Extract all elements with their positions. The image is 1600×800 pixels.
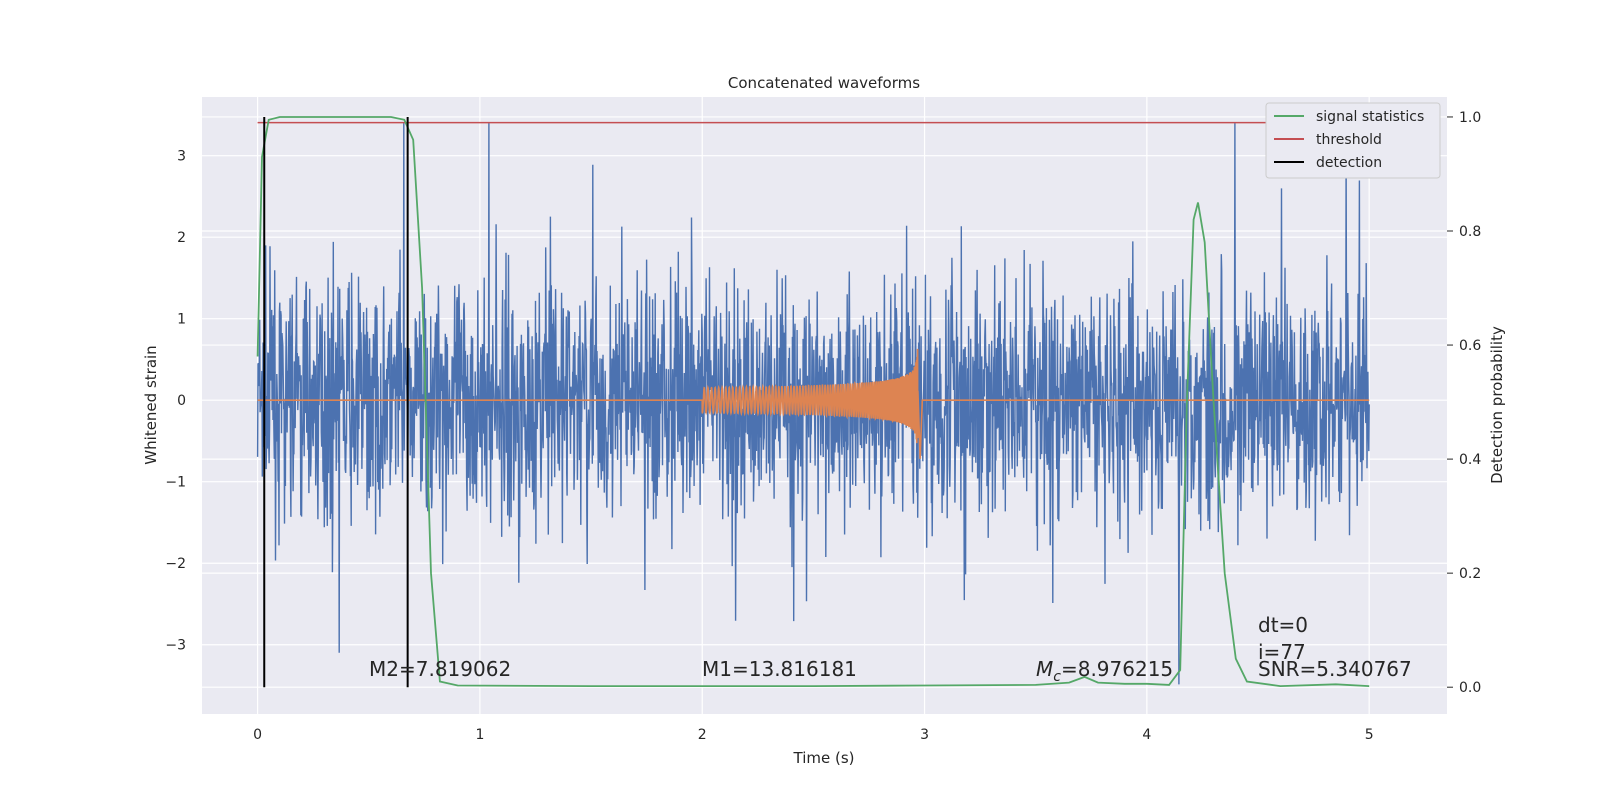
x-axis-ticks: 0 1 2 3 4 5 — [253, 727, 1374, 743]
right-y-axis-ticks: 0.0 0.2 0.4 0.6 0.8 1.0 — [1447, 110, 1481, 696]
x-axis-label: Time (s) — [793, 749, 855, 767]
annotation-snr: SNR=5.340767 — [1258, 657, 1412, 681]
right-y-tick-label: 0.8 — [1459, 224, 1481, 240]
series-whitened-strain — [256, 123, 1370, 685]
annotations: M2=7.819062 M1=13.816181 Mc=8.976215 dt=… — [369, 613, 1412, 685]
legend-label-detection: detection — [1316, 155, 1382, 171]
chart-title: Concatenated waveforms — [728, 74, 920, 92]
legend: signal statistics threshold detection — [1265, 102, 1441, 179]
annotation-m2: M2=7.819062 — [369, 657, 511, 681]
x-tick-label: 3 — [920, 727, 929, 743]
y-tick-label: −3 — [165, 638, 186, 654]
y-axis-ticks: −3 −2 −1 0 1 2 3 — [165, 149, 186, 654]
right-y-tick-label: 0.0 — [1459, 680, 1481, 696]
series-template-chirp — [257, 348, 1370, 459]
y-tick-label: −1 — [165, 475, 186, 491]
y-tick-label: −2 — [165, 556, 186, 572]
right-y-axis-label: Detection probability — [1488, 326, 1506, 484]
annotation-m1: M1=13.816181 — [702, 657, 857, 681]
legend-label-threshold: threshold — [1316, 132, 1382, 148]
x-tick-label: 5 — [1365, 727, 1374, 743]
y-axis-label: Whitened strain — [142, 345, 160, 464]
x-tick-label: 2 — [698, 727, 707, 743]
y-tick-label: 2 — [177, 230, 186, 246]
right-y-tick-label: 0.6 — [1459, 338, 1481, 354]
plot-area — [256, 116, 1370, 688]
x-tick-label: 0 — [253, 727, 262, 743]
x-tick-label: 1 — [475, 727, 484, 743]
legend-box — [1265, 102, 1441, 179]
x-tick-label: 4 — [1142, 727, 1151, 743]
y-tick-label: 3 — [177, 149, 186, 165]
annotation-dt: dt=0 — [1258, 613, 1308, 637]
right-y-tick-label: 1.0 — [1459, 110, 1481, 126]
y-tick-label: 0 — [177, 393, 186, 409]
right-y-tick-label: 0.4 — [1459, 452, 1481, 468]
y-tick-label: 1 — [177, 312, 186, 328]
annotation-mc: Mc=8.976215 — [1036, 657, 1173, 685]
right-y-tick-label: 0.2 — [1459, 566, 1481, 582]
legend-label-signal-statistics: signal statistics — [1316, 109, 1424, 125]
annotation-i: i=77 — [1258, 640, 1306, 664]
